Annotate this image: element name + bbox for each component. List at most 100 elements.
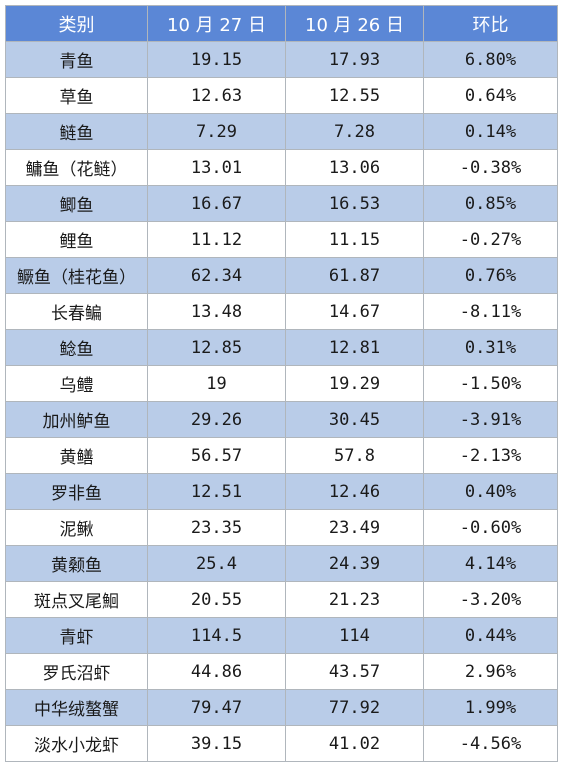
row-oct-26-price: 11.15 <box>285 221 424 258</box>
row-change: -0.38% <box>423 149 558 186</box>
row-category: 鲤鱼 <box>5 221 148 258</box>
row-change: 0.40% <box>423 473 558 510</box>
row-oct-26-price: 7.28 <box>285 113 424 150</box>
row-oct-26-price: 43.57 <box>285 653 424 690</box>
row-category: 鲶鱼 <box>5 329 148 366</box>
table-row: 泥鳅 23.35 23.49 -0.60% <box>5 509 558 546</box>
row-category: 草鱼 <box>5 77 148 114</box>
price-table-container: 类别 10 月 27 日 10 月 26 日 环比 青鱼 19.15 17.93 6.… <box>5 5 558 762</box>
row-oct-26-price: 30.45 <box>285 401 424 438</box>
row-oct-27-price: 23.35 <box>147 509 286 546</box>
row-change: 0.85% <box>423 185 558 222</box>
table-row: 长春鳊 13.48 14.67 -8.11% <box>5 293 558 330</box>
header-oct-27: 10 月 27 日 <box>147 5 286 42</box>
row-change: 0.14% <box>423 113 558 150</box>
row-oct-27-price: 19.15 <box>147 41 286 78</box>
row-change: 0.76% <box>423 257 558 294</box>
price-table: 类别 10 月 27 日 10 月 26 日 环比 青鱼 19.15 17.93 6.… <box>5 5 558 762</box>
table-row: 黄鳝 56.57 57.8 -2.13% <box>5 437 558 474</box>
row-oct-27-price: 12.85 <box>147 329 286 366</box>
row-category: 罗氏沼虾 <box>5 653 148 690</box>
row-oct-27-price: 62.34 <box>147 257 286 294</box>
row-category: 青虾 <box>5 617 148 654</box>
row-oct-26-price: 12.46 <box>285 473 424 510</box>
table-row: 鳜鱼（桂花鱼） 62.34 61.87 0.76% <box>5 257 558 294</box>
row-category: 青鱼 <box>5 41 148 78</box>
header-category: 类别 <box>5 5 148 42</box>
row-oct-26-price: 21.23 <box>285 581 424 618</box>
table-row: 青虾 114.5 114 0.44% <box>5 617 558 654</box>
row-change: 0.31% <box>423 329 558 366</box>
table-row: 黄颡鱼 25.4 24.39 4.14% <box>5 545 558 582</box>
table-row: 加州鲈鱼 29.26 30.45 -3.91% <box>5 401 558 438</box>
row-oct-27-price: 12.51 <box>147 473 286 510</box>
table-row: 罗非鱼 12.51 12.46 0.40% <box>5 473 558 510</box>
table-row: 鲢鱼 7.29 7.28 0.14% <box>5 113 558 150</box>
row-oct-26-price: 57.8 <box>285 437 424 474</box>
row-change: -0.60% <box>423 509 558 546</box>
row-category: 泥鳅 <box>5 509 148 546</box>
row-category: 鳜鱼（桂花鱼） <box>5 257 148 294</box>
table-row: 鳙鱼（花鲢） 13.01 13.06 -0.38% <box>5 149 558 186</box>
row-oct-26-price: 12.81 <box>285 329 424 366</box>
row-oct-26-price: 17.93 <box>285 41 424 78</box>
table-row: 鲤鱼 11.12 11.15 -0.27% <box>5 221 558 258</box>
row-oct-26-price: 14.67 <box>285 293 424 330</box>
row-category: 斑点叉尾鮰 <box>5 581 148 618</box>
row-oct-27-price: 29.26 <box>147 401 286 438</box>
row-oct-27-price: 12.63 <box>147 77 286 114</box>
row-category: 鳙鱼（花鲢） <box>5 149 148 186</box>
table-row: 中华绒螯蟹 79.47 77.92 1.99% <box>5 689 558 726</box>
row-oct-27-price: 19 <box>147 365 286 402</box>
header-change: 环比 <box>423 5 558 42</box>
row-oct-27-price: 56.57 <box>147 437 286 474</box>
table-row: 鲫鱼 16.67 16.53 0.85% <box>5 185 558 222</box>
row-category: 黄颡鱼 <box>5 545 148 582</box>
row-oct-27-price: 20.55 <box>147 581 286 618</box>
row-category: 黄鳝 <box>5 437 148 474</box>
row-oct-27-price: 13.48 <box>147 293 286 330</box>
row-change: -3.91% <box>423 401 558 438</box>
table-row: 罗氏沼虾 44.86 43.57 2.96% <box>5 653 558 690</box>
row-category: 罗非鱼 <box>5 473 148 510</box>
table-row: 乌鳢 19 19.29 -1.50% <box>5 365 558 402</box>
row-change: 0.64% <box>423 77 558 114</box>
row-category: 淡水小龙虾 <box>5 725 148 762</box>
row-change: 2.96% <box>423 653 558 690</box>
row-oct-26-price: 61.87 <box>285 257 424 294</box>
table-row: 淡水小龙虾 39.15 41.02 -4.56% <box>5 725 558 762</box>
row-oct-27-price: 13.01 <box>147 149 286 186</box>
table-row: 草鱼 12.63 12.55 0.64% <box>5 77 558 114</box>
row-change: -0.27% <box>423 221 558 258</box>
row-change: 6.80% <box>423 41 558 78</box>
row-change: 0.44% <box>423 617 558 654</box>
row-change: -8.11% <box>423 293 558 330</box>
row-oct-26-price: 12.55 <box>285 77 424 114</box>
row-oct-27-price: 16.67 <box>147 185 286 222</box>
row-oct-26-price: 41.02 <box>285 725 424 762</box>
row-change: -2.13% <box>423 437 558 474</box>
table-row: 青鱼 19.15 17.93 6.80% <box>5 41 558 78</box>
row-oct-26-price: 19.29 <box>285 365 424 402</box>
row-change: -3.20% <box>423 581 558 618</box>
table-row: 鲶鱼 12.85 12.81 0.31% <box>5 329 558 366</box>
row-oct-26-price: 24.39 <box>285 545 424 582</box>
row-change: 1.99% <box>423 689 558 726</box>
table-header-row: 类别 10 月 27 日 10 月 26 日 环比 <box>5 5 558 42</box>
row-oct-27-price: 7.29 <box>147 113 286 150</box>
row-category: 加州鲈鱼 <box>5 401 148 438</box>
table-body: 青鱼 19.15 17.93 6.80% 草鱼 12.63 12.55 0.64% 鲢鱼 7.29… <box>5 41 558 762</box>
row-change: -1.50% <box>423 365 558 402</box>
row-category: 鲢鱼 <box>5 113 148 150</box>
row-change: 4.14% <box>423 545 558 582</box>
row-oct-27-price: 114.5 <box>147 617 286 654</box>
row-oct-26-price: 114 <box>285 617 424 654</box>
row-oct-27-price: 25.4 <box>147 545 286 582</box>
row-oct-27-price: 44.86 <box>147 653 286 690</box>
row-oct-26-price: 77.92 <box>285 689 424 726</box>
row-change: -4.56% <box>423 725 558 762</box>
row-category: 中华绒螯蟹 <box>5 689 148 726</box>
row-oct-26-price: 13.06 <box>285 149 424 186</box>
row-category: 乌鳢 <box>5 365 148 402</box>
row-oct-27-price: 79.47 <box>147 689 286 726</box>
